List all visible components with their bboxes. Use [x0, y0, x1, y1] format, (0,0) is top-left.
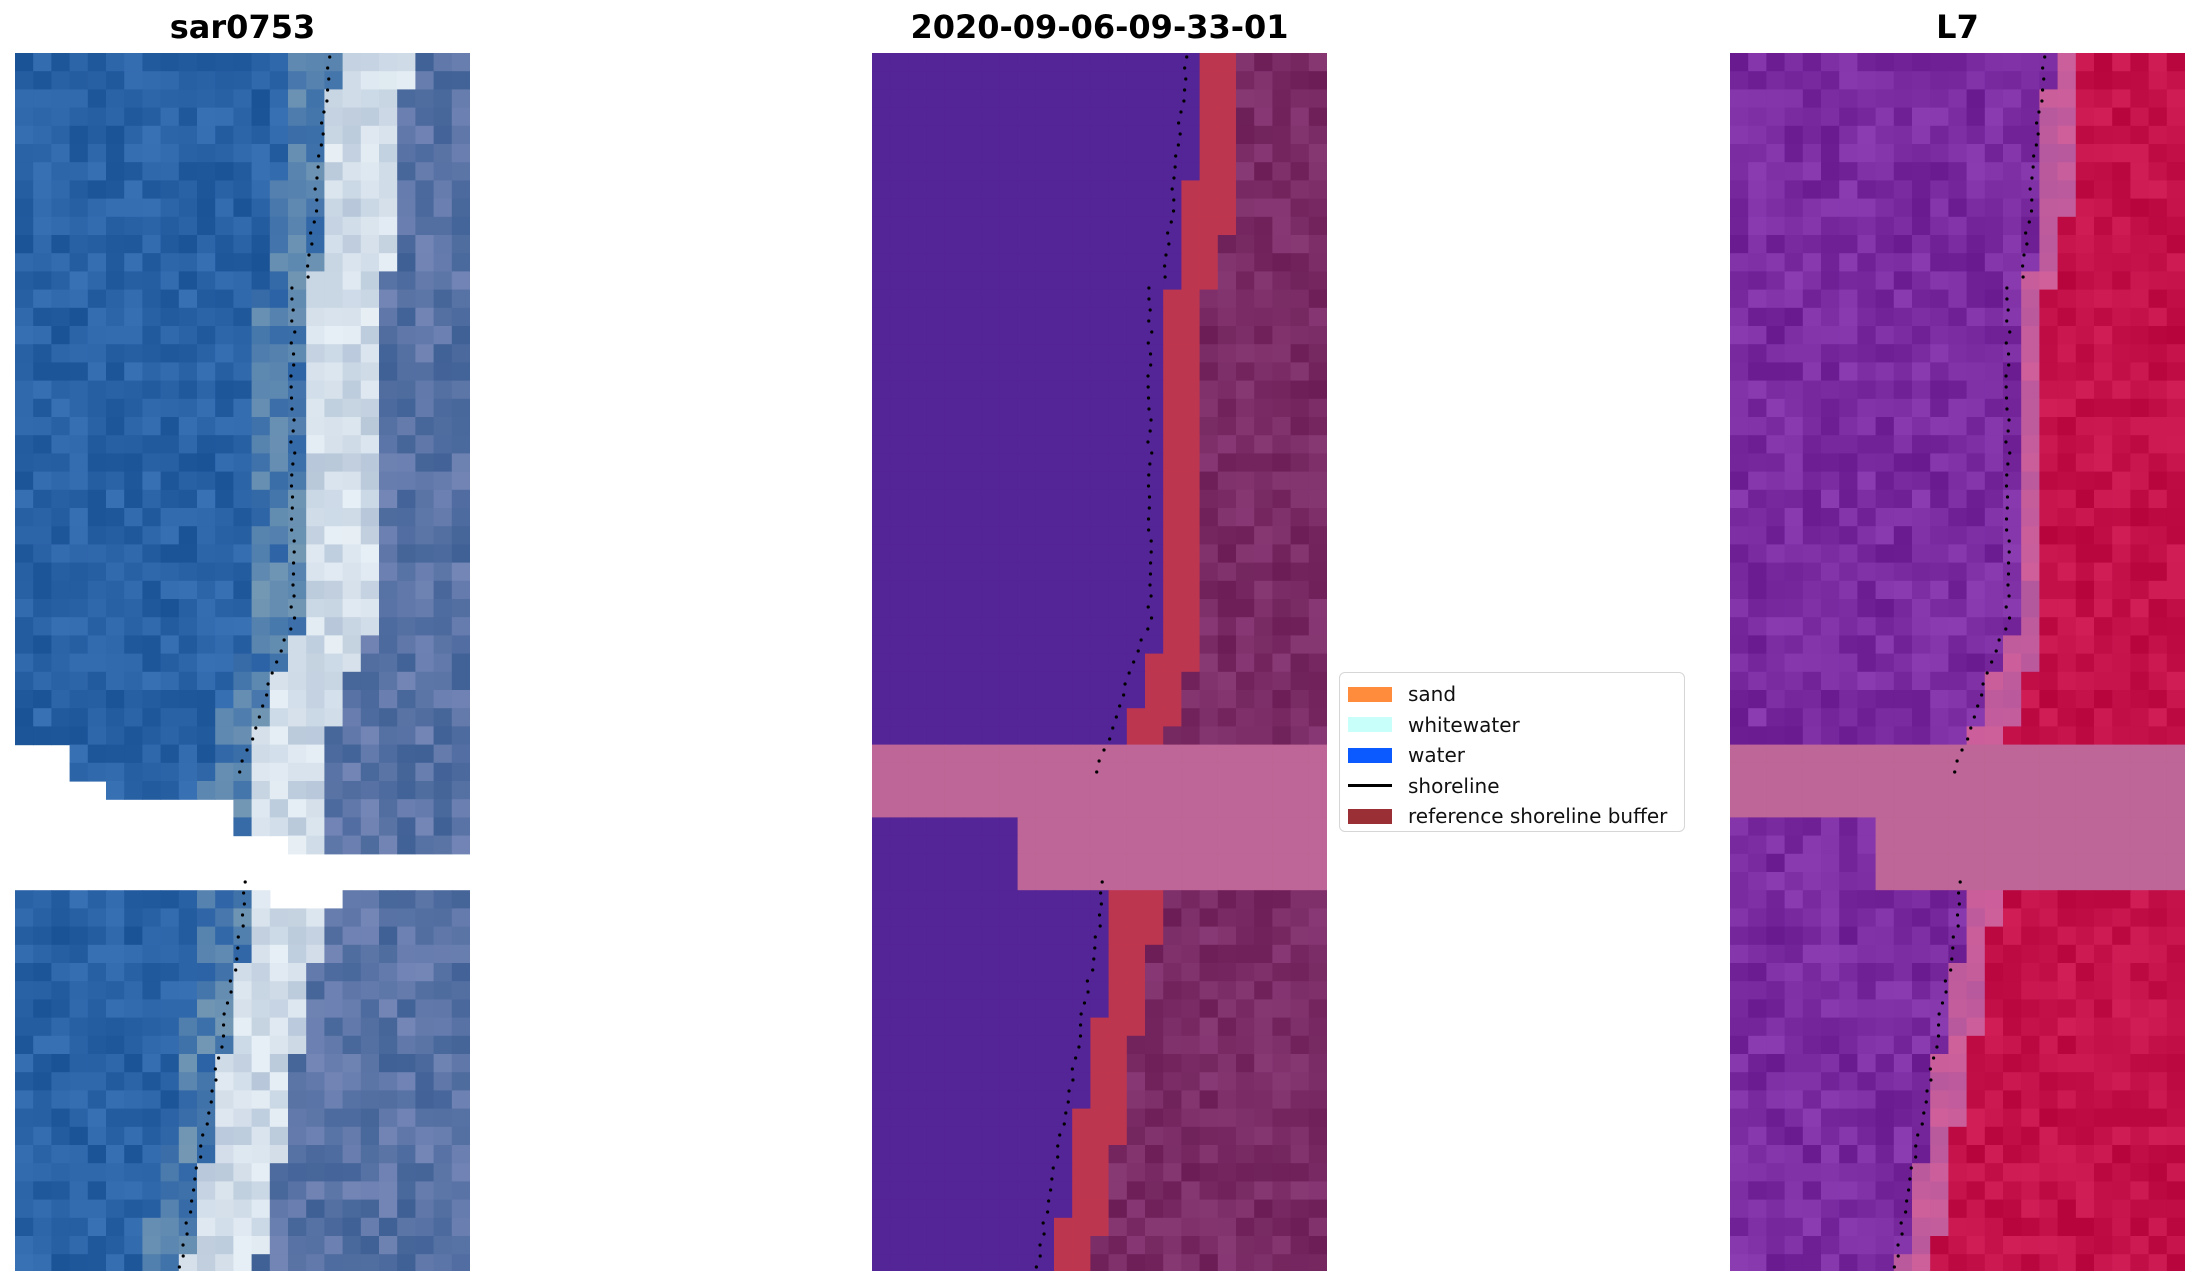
legend-item-sand: sand [1348, 679, 1674, 710]
legend-label-sand: sand [1408, 682, 1457, 707]
legend-item-shoreline: shoreline [1348, 771, 1674, 802]
legend-label-reference-buffer: reference shoreline buffer [1408, 804, 1668, 829]
legend: sand whitewater water shoreline referenc… [1339, 672, 1685, 832]
rgb-image [15, 53, 470, 1271]
shoreline-dots [177, 55, 332, 1269]
legend-label-shoreline: shoreline [1408, 773, 1500, 798]
panel-title-classified: 2020-09-06-09-33-01 [910, 8, 1289, 46]
legend-label-whitewater: whitewater [1408, 712, 1520, 737]
shoreline-dots [1034, 55, 1189, 1269]
swir-image-panel [1730, 53, 2185, 1271]
legend-swatch-whitewater [1348, 717, 1392, 733]
legend-item-water: water [1348, 740, 1674, 771]
classified-image [872, 53, 1327, 1271]
panel-title-rgb: sar0753 [169, 8, 316, 46]
legend-item-reference-buffer: reference shoreline buffer [1348, 801, 1674, 832]
legend-line-shoreline [1348, 784, 1392, 788]
rgb-image-panel [15, 53, 470, 1271]
legend-label-water: water [1408, 743, 1465, 768]
legend-swatch-sand [1348, 686, 1392, 702]
classified-image-panel [872, 53, 1327, 1271]
shoreline-dots [1892, 55, 2047, 1269]
legend-swatch-water [1348, 747, 1392, 763]
swir-image [1730, 53, 2185, 1271]
legend-item-whitewater: whitewater [1348, 710, 1674, 741]
legend-swatch-reference-buffer [1348, 808, 1392, 824]
panel-title-swir: L7 [1936, 8, 1979, 46]
